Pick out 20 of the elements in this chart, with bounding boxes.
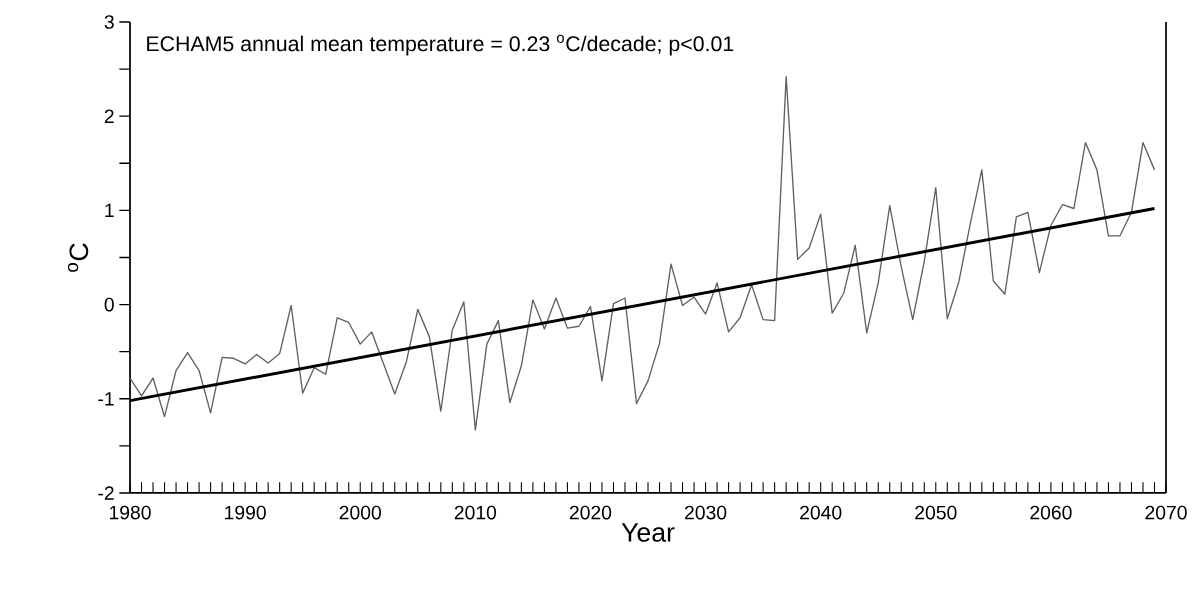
x-tick-label: 2070: [1145, 505, 1187, 520]
y-tick-label: 0: [104, 297, 114, 312]
x-tick-label: 2010: [454, 505, 497, 520]
y-tick-label: 1: [105, 203, 114, 218]
y-axis-title: $^{o}$C: [67, 243, 89, 272]
x-tick-label: 2050: [915, 505, 957, 520]
x-tick-label: 2040: [800, 505, 842, 520]
x-tick-label: 2030: [685, 505, 727, 520]
x-tick-label: 1980: [109, 505, 151, 520]
x-axis-title: Year: [621, 523, 675, 542]
x-tick-label: 1990: [225, 505, 266, 520]
y-tick-label: -2: [98, 486, 114, 500]
x-tick-label: 2060: [1030, 505, 1072, 520]
annotation: ECHAM5 annual mean temperature = 0.23 $^{o}$C/decade; p<0.01: [147, 34, 734, 56]
x-tick-label: 2000: [339, 505, 381, 520]
y-tick-label: 3: [104, 15, 114, 29]
y-tick-label: -1: [98, 392, 114, 406]
x-tick-label: 2020: [569, 505, 612, 520]
y-tick-label: 2: [104, 109, 114, 123]
line-series: [129, 75, 1156, 431]
